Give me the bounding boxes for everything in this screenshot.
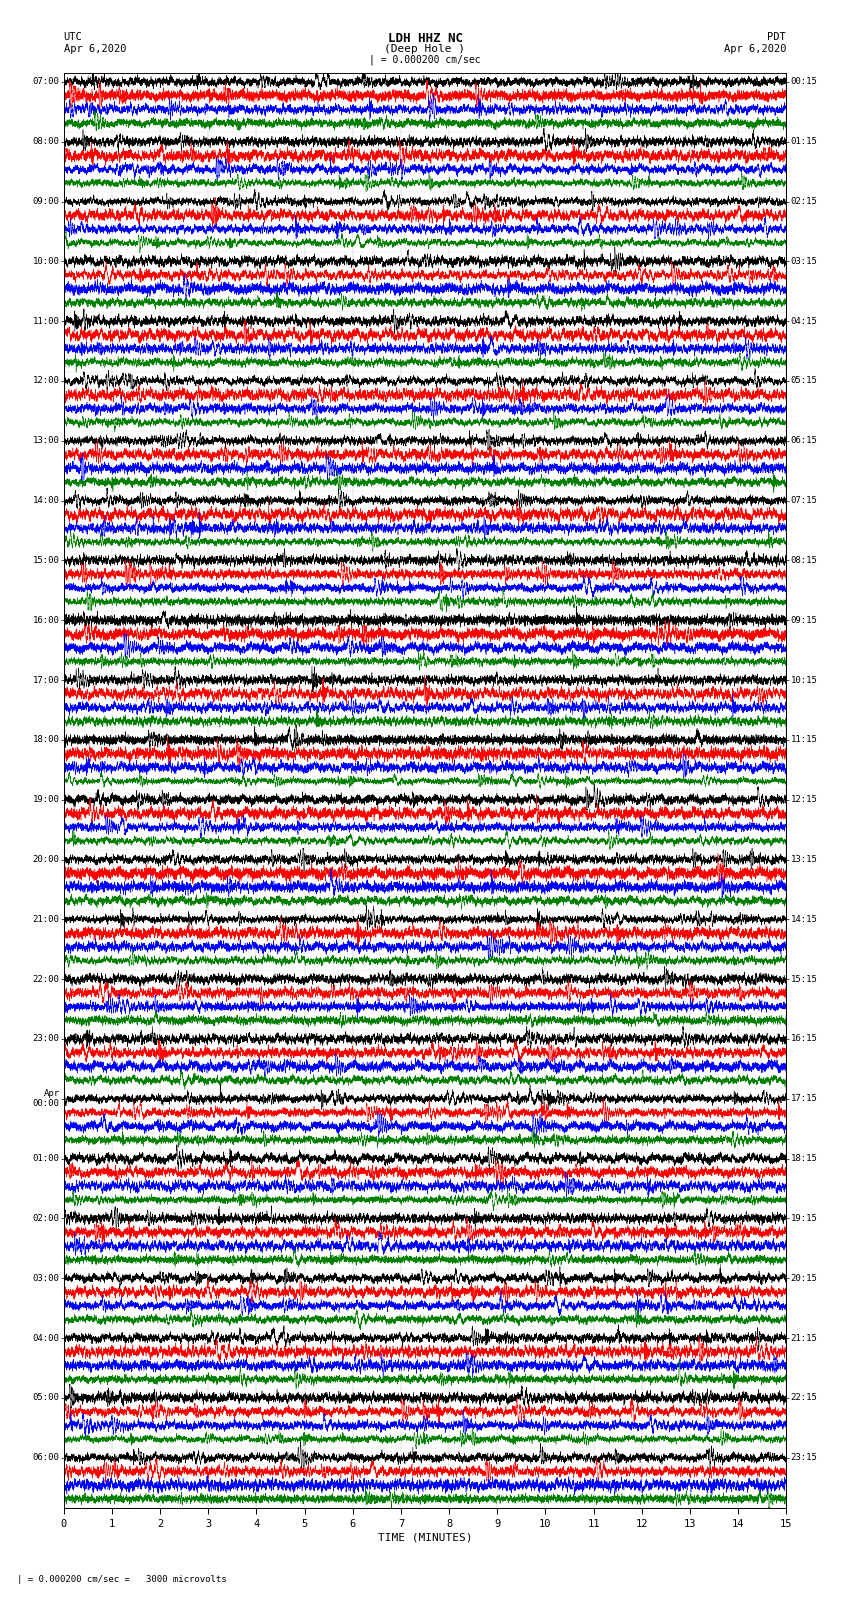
X-axis label: TIME (MINUTES): TIME (MINUTES) [377, 1532, 473, 1542]
Text: | = 0.000200 cm/sec: | = 0.000200 cm/sec [369, 55, 481, 66]
Text: LDH HHZ NC: LDH HHZ NC [388, 32, 462, 45]
Text: UTC: UTC [64, 32, 82, 42]
Text: Apr 6,2020: Apr 6,2020 [723, 44, 786, 53]
Text: PDT: PDT [768, 32, 786, 42]
Text: (Deep Hole ): (Deep Hole ) [384, 44, 466, 53]
Text: Apr 6,2020: Apr 6,2020 [64, 44, 127, 53]
Text: | = 0.000200 cm/sec =   3000 microvolts: | = 0.000200 cm/sec = 3000 microvolts [17, 1574, 227, 1584]
